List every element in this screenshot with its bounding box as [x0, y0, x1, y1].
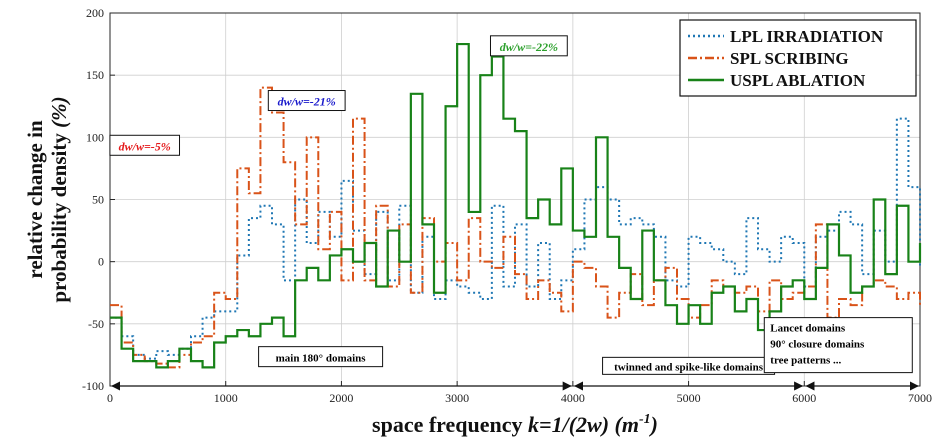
legend-label: SPL SCRIBING	[730, 49, 849, 68]
y-tick-label: 0	[98, 255, 104, 269]
legend: LPL IRRADIATION SPL SCRIBING USPL ABLATION	[679, 19, 917, 97]
y-tick-label: 100	[86, 130, 104, 144]
y-tick-label: -50	[88, 317, 104, 331]
annotations: dw/w=-5% dw/w=-21% dw/w=-22%	[109, 35, 568, 156]
y-tick-label: 200	[86, 6, 104, 20]
x-tick-label: 4000	[561, 391, 585, 405]
y-axis-label-line2: probability density (%)	[47, 96, 71, 302]
y-tick-label: -100	[82, 379, 104, 393]
region-label: twinned and spike-like domains	[614, 361, 764, 373]
series-lines	[110, 42, 922, 369]
x-tick-label: 3000	[445, 391, 469, 405]
x-tick-label: 7000	[908, 391, 932, 405]
y-axis-label: relative change in probability density (%…	[23, 96, 71, 302]
x-tick-label: 5000	[677, 391, 701, 405]
series-line-1	[110, 117, 921, 360]
annotation-label: dw/w=-22%	[500, 40, 558, 54]
annotation-box	[489, 35, 568, 57]
x-tick-label: 2000	[329, 391, 353, 405]
legend-box	[679, 19, 917, 97]
legend-label: LPL IRRADIATION	[730, 27, 884, 46]
y-tick-label: 150	[86, 68, 104, 82]
x-tick-label: 1000	[214, 391, 238, 405]
axes: 0 1000 2000 3000 4000 5000 6000 7000 -100 -50 0 50 1…	[82, 6, 932, 405]
domain-regions: main 180° domains twinned and spike-like …	[111, 317, 919, 391]
annotation-label: dw/w=-21%	[278, 95, 336, 109]
x-tick-label: 0	[107, 391, 113, 405]
series-line-2	[110, 86, 921, 369]
x-tick-label: 6000	[792, 391, 816, 405]
annotation-box	[267, 90, 346, 112]
region-label: tree patterns ...	[770, 355, 841, 367]
region-label: main 180° domains	[276, 353, 367, 365]
annotation-label: dw/w=-5%	[119, 139, 171, 153]
y-axis-label-line1: relative change in	[23, 120, 47, 279]
x-axis-label-formula: k=1/(2w) (m	[528, 412, 639, 437]
x-axis-label-text: space frequency	[372, 412, 528, 437]
x-axis-label: space frequency k=1/(2w) (m-1)	[372, 412, 658, 437]
y-axis-label-unit: (%)	[47, 96, 71, 127]
region-label-box	[763, 317, 913, 374]
x-axis-label-close: )	[649, 412, 658, 437]
series-line-3	[110, 42, 922, 369]
x-axis-label-sup: -1	[639, 412, 651, 427]
region-label-box	[258, 346, 384, 368]
region-label: 90° closure domains	[770, 339, 865, 351]
region-label: Lancet domains	[770, 323, 846, 335]
legend-label: USPL ABLATION	[730, 71, 866, 90]
y-tick-label: 50	[92, 193, 104, 207]
y-axis-label-text: probability density	[47, 128, 71, 303]
axis-labels: space frequency k=1/(2w) (m-1) relative c…	[23, 96, 658, 437]
annotation-box	[109, 134, 181, 156]
